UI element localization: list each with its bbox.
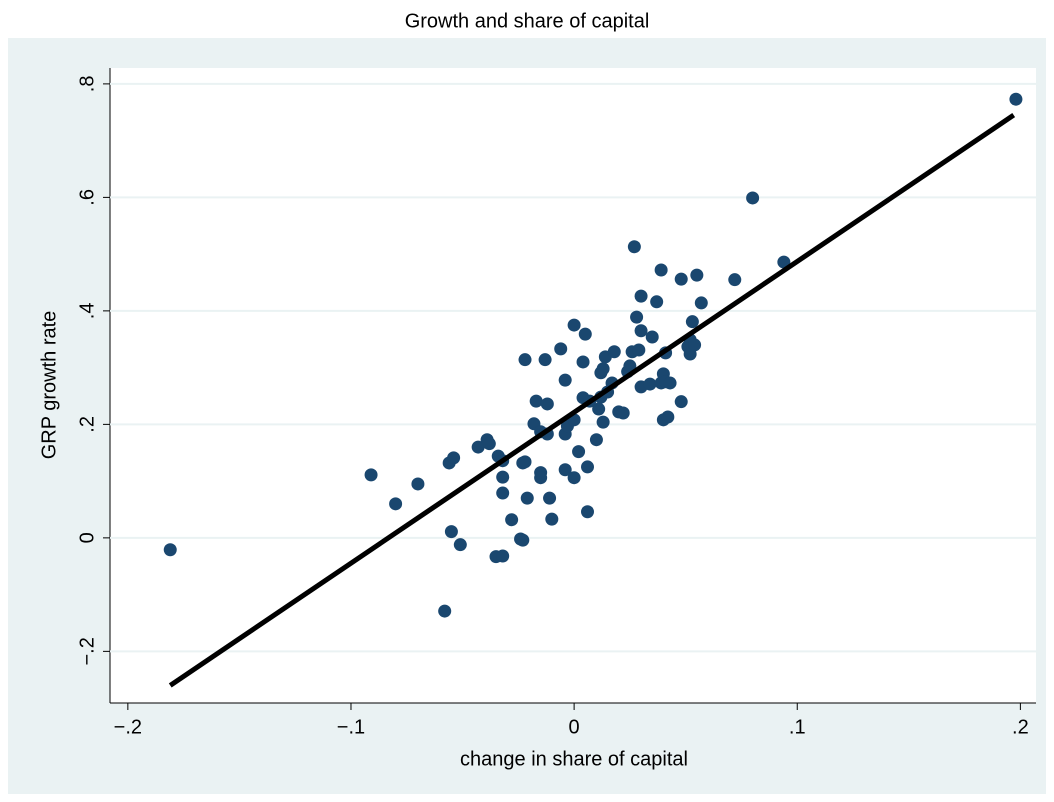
chart-title: Growth and share of capital [405,10,650,32]
point [529,394,543,408]
point [364,468,378,482]
y-tick-label: 0 [76,532,98,543]
x-axis-title: change in share of capital [460,748,688,770]
point [690,268,704,282]
point [632,343,646,357]
point [627,240,641,254]
point [688,338,702,352]
point [554,342,568,356]
point [496,470,510,484]
point [630,310,644,324]
x-tick-label: .2 [1012,716,1029,738]
point [163,543,177,557]
point [581,505,595,519]
y-tick-label: .8 [76,76,98,93]
point [505,513,519,527]
y-tick-label: −.2 [76,637,98,665]
point [643,377,657,391]
point [567,471,581,485]
point [728,273,742,287]
y-tick-label: .4 [76,303,98,320]
x-tick-label: .1 [789,716,806,738]
point [592,402,606,416]
point [545,512,559,526]
point [674,272,688,286]
point [540,397,554,411]
x-tick-label: −.1 [337,716,365,738]
plot-area [110,68,1036,703]
point [496,486,510,500]
point [447,451,461,465]
point [389,497,403,511]
y-tick-label: .6 [76,189,98,206]
point [496,549,510,563]
point [654,263,668,277]
point [444,525,458,539]
x-tick-label: −.2 [114,716,142,738]
point [578,327,592,341]
y-axis-title: GRP growth rate [38,311,60,460]
point [516,533,530,547]
point [623,359,637,373]
point [607,345,621,359]
point [634,289,648,303]
y-tick-label: .2 [76,416,98,433]
point [558,373,572,387]
point [694,296,708,310]
point [572,445,586,459]
point [567,318,581,332]
point [438,604,452,618]
point [645,330,659,344]
point [576,355,590,369]
point [661,410,675,424]
point [581,460,595,474]
point [634,324,648,338]
point [616,406,630,420]
fit-line [168,113,1016,688]
point [520,491,534,505]
point [1009,92,1023,106]
point [411,477,425,491]
point [538,353,552,367]
point [746,191,760,205]
point [543,491,557,505]
point [674,395,688,409]
point [558,463,572,477]
point [518,455,532,469]
point [685,315,699,329]
point [596,362,610,376]
x-tick-label: 0 [569,716,580,738]
point [518,353,532,367]
point [482,437,496,451]
point [663,376,677,390]
point [589,433,603,447]
point [453,538,467,552]
point [650,295,664,309]
point [534,471,548,485]
point [471,440,485,454]
point [596,415,610,429]
